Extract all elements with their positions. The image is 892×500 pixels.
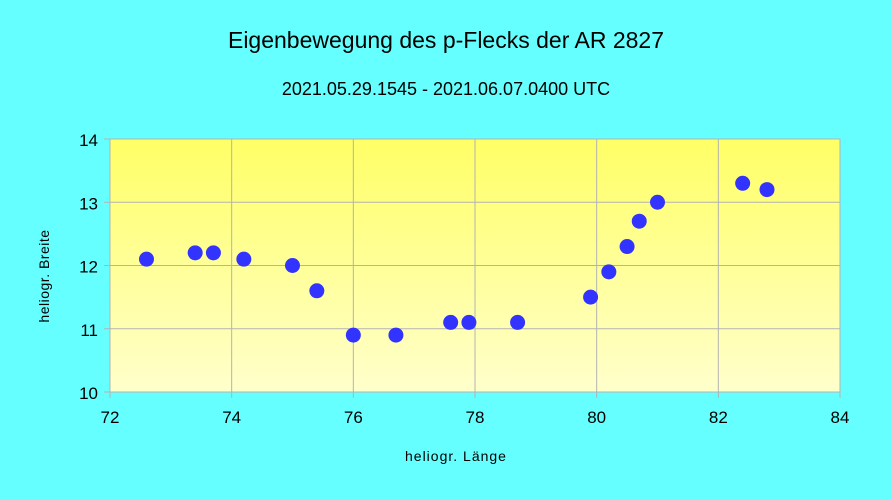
data-point (619, 239, 635, 255)
data-point (345, 327, 361, 343)
y-tick-label: 13 (79, 194, 98, 213)
data-point (650, 194, 665, 210)
data-point (205, 245, 221, 261)
data-point (139, 251, 154, 267)
x-tick-label: 82 (709, 408, 728, 427)
data-point (285, 258, 300, 273)
data-point (631, 213, 647, 229)
y-axis-label: heliogr. Breite (36, 229, 52, 323)
chart-subtitle: 2021.05.29.1545 - 2021.06.07.0400 UTC (281, 79, 611, 99)
x-tick-label: 78 (466, 408, 485, 427)
data-point (187, 245, 203, 261)
x-tick-label: 84 (831, 408, 850, 427)
x-axis-label: heliogr. Länge (405, 448, 507, 464)
grid-lines (104, 138, 841, 398)
data-point (601, 264, 617, 280)
x-tick-label: 76 (344, 408, 363, 427)
data-point (388, 327, 404, 343)
y-tick-label: 11 (80, 321, 98, 340)
x-tick-label: 80 (587, 408, 606, 427)
data-point (759, 182, 775, 198)
x-tick-label: 74 (222, 408, 241, 427)
data-point (583, 289, 599, 305)
data-point (510, 314, 526, 330)
data-point (461, 314, 477, 330)
data-point (309, 283, 325, 299)
y-tick-label: 14 (79, 131, 98, 150)
data-point (735, 175, 751, 191)
y-tick-label: 10 (79, 384, 98, 403)
x-tick-label: 72 (101, 408, 120, 427)
axis-ticks: 72 74 76 78 80 82 84 10 11 12 13 14 (79, 131, 849, 427)
data-point (443, 314, 459, 330)
data-points (139, 175, 775, 343)
data-point (236, 251, 252, 267)
chart-title: Eigenbewegung des p-Flecks der AR 2827 (227, 27, 664, 53)
y-tick-label: 12 (79, 258, 98, 277)
